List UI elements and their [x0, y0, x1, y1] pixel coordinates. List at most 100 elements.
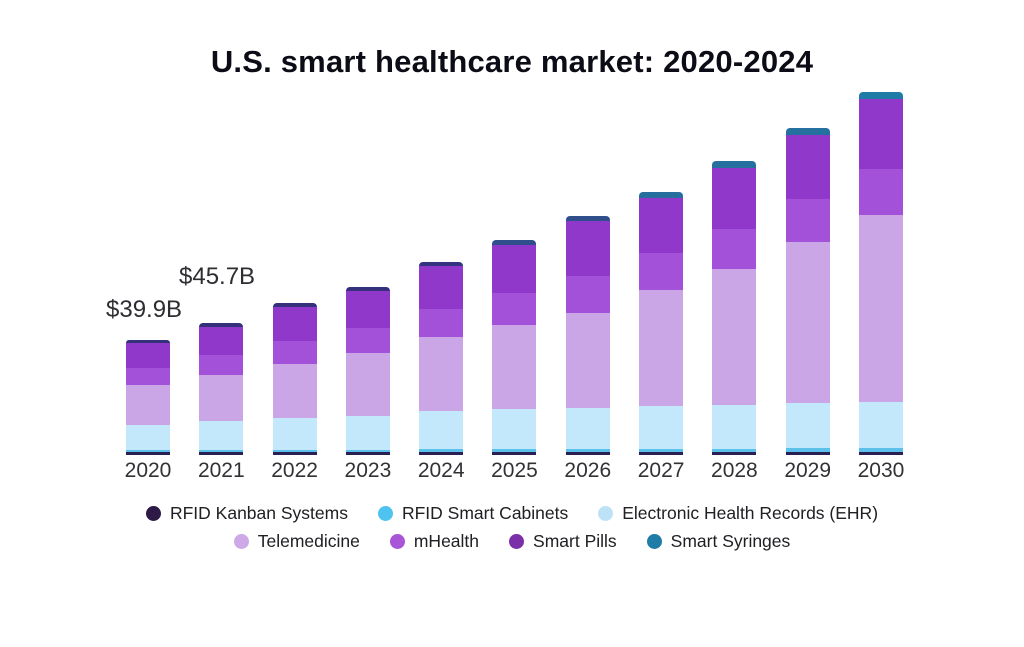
- legend-label-electronic-health-records-ehr: Electronic Health Records (EHR): [622, 503, 879, 523]
- bar-segment-telemedicine: [492, 325, 537, 410]
- bar-segment-smart-syringes: [272, 303, 317, 308]
- chart-title: U.S. smart healthcare market: 2020-2024: [210, 44, 814, 79]
- bar-segment-smart-syringes: [126, 340, 170, 344]
- x-tick-2024: 2024: [417, 459, 465, 482]
- legend-swatch-telemedicine: [233, 534, 249, 549]
- bar-segment-smart-pills: [345, 291, 390, 329]
- bar-segment-mhealth: [492, 293, 537, 326]
- bar-segment-electronic-health-records-ehr: [199, 420, 244, 450]
- bar-segment-telemedicine: [126, 384, 170, 425]
- bar-segment-rfid-kanban-systems: [565, 452, 610, 455]
- bar-segment-smart-syringes: [565, 216, 610, 222]
- legend-swatch-mhealth: [389, 534, 405, 549]
- bar-2021: [199, 323, 244, 455]
- bar-segment-rfid-smart-cabinets: [565, 449, 610, 453]
- bar-2028: [712, 161, 757, 455]
- x-tick-2026: 2026: [564, 459, 612, 482]
- bar-segment-telemedicine: [345, 353, 390, 417]
- bar-segment-smart-syringes: [345, 287, 390, 292]
- bar-segment-electronic-health-records-ehr: [785, 403, 830, 449]
- x-tick-2027: 2027: [637, 459, 685, 482]
- bar-2023: [345, 287, 390, 455]
- bar-segment-mhealth: [712, 228, 757, 270]
- bar-segment-telemedicine: [419, 337, 464, 412]
- bar-segment-smart-pills: [199, 326, 244, 356]
- bar-segment-rfid-kanban-systems: [492, 452, 537, 455]
- total-label-2020: $39.9B: [106, 296, 183, 323]
- bar-segment-electronic-health-records-ehr: [639, 405, 684, 450]
- bar-segment-smart-pills: [492, 245, 537, 294]
- legend-item-rfid-smart-cabinets: RFID Smart Cabinets: [377, 503, 568, 524]
- bar-2022: [272, 303, 317, 455]
- bar-2026: [565, 216, 610, 455]
- bar-2027: [639, 191, 684, 455]
- legend-row-1: RFID Kanban Systems RFID Smart Cabinets El…: [145, 503, 878, 524]
- bar-segment-smart-pills: [785, 134, 830, 200]
- bar-2025: [492, 240, 537, 455]
- bar-segment-rfid-kanban-systems: [272, 452, 317, 455]
- legend-swatch-smart-pills: [509, 534, 525, 549]
- bar-segment-mhealth: [565, 276, 610, 313]
- bar-segment-rfid-smart-cabinets: [712, 448, 757, 453]
- legend-item-electronic-health-records-ehr: Electronic Health Records (EHR): [598, 503, 878, 524]
- bar-segment-rfid-kanban-systems: [345, 452, 390, 455]
- x-tick-2029: 2029: [784, 459, 832, 482]
- bar-segment-rfid-kanban-systems: [419, 452, 464, 455]
- legend-row-2: Telemedicine mHealth Smart Pills Smart Syri…: [233, 531, 791, 552]
- bar-segment-electronic-health-records-ehr: [858, 402, 903, 449]
- bar-segment-rfid-smart-cabinets: [345, 449, 390, 453]
- bar-segment-mhealth: [272, 341, 317, 365]
- bar-segment-smart-pills: [126, 343, 170, 369]
- x-tick-2021: 2021: [197, 459, 245, 482]
- bar-segment-smart-syringes: [785, 127, 830, 135]
- legend-swatch-electronic-health-records-ehr: [598, 506, 614, 521]
- bar-segment-rfid-kanban-systems: [712, 452, 757, 455]
- bar-segment-telemedicine: [858, 214, 903, 403]
- bar-segment-telemedicine: [785, 241, 830, 404]
- bar-segment-mhealth: [639, 252, 684, 290]
- bar-segment-smart-syringes: [858, 91, 903, 99]
- plot-area: [126, 85, 903, 455]
- bar-segment-rfid-kanban-systems: [785, 452, 830, 455]
- legend-item-telemedicine: Telemedicine: [233, 531, 360, 552]
- bar-segment-rfid-smart-cabinets: [492, 449, 537, 453]
- legend-swatch-smart-syringes: [646, 534, 662, 549]
- x-tick-2028: 2028: [711, 459, 758, 482]
- bar-segment-mhealth: [785, 199, 830, 242]
- legend-label-rfid-kanban-systems: RFID Kanban Systems: [169, 503, 348, 523]
- bar-segment-telemedicine: [199, 374, 244, 421]
- legend-swatch-rfid-smart-cabinets: [377, 506, 393, 521]
- bar-segment-electronic-health-records-ehr: [492, 409, 537, 450]
- bar-segment-smart-pills: [565, 221, 610, 277]
- bar-segment-rfid-smart-cabinets: [199, 449, 244, 453]
- bar-segment-rfid-smart-cabinets: [419, 449, 464, 453]
- bar-2024: [419, 261, 464, 455]
- bar-segment-smart-pills: [419, 265, 464, 309]
- bar-segment-rfid-kanban-systems: [858, 452, 903, 455]
- bar-segment-smart-pills: [272, 307, 317, 342]
- bar-2030: [858, 91, 903, 455]
- total-label-2021: $45.7B: [179, 263, 256, 290]
- x-tick-2025: 2025: [491, 459, 538, 482]
- bar-segment-smart-pills: [712, 168, 757, 229]
- x-tick-2020: 2020: [124, 459, 172, 482]
- bar-segment-rfid-smart-cabinets: [126, 449, 170, 453]
- bar-segment-rfid-kanban-systems: [126, 452, 170, 455]
- bar-segment-telemedicine: [639, 289, 684, 406]
- legend-label-smart-syringes: Smart Syringes: [670, 531, 791, 551]
- bar-segment-smart-pills: [639, 197, 684, 253]
- x-tick-2023: 2023: [344, 459, 392, 482]
- legend-item-rfid-kanban-systems: RFID Kanban Systems: [145, 503, 348, 524]
- bar-segment-smart-syringes: [639, 191, 684, 198]
- legend-item-smart-syringes: Smart Syringes: [646, 531, 791, 552]
- legend-item-smart-pills: Smart Pills: [509, 531, 617, 552]
- x-axis-labels: 2020 2021 2022 2023 2024 2025 2026 2027 2028 2029…: [125, 459, 905, 483]
- bar-2029: [785, 127, 830, 455]
- bar-segment-smart-syringes: [199, 323, 244, 327]
- bar-segment-electronic-health-records-ehr: [712, 404, 757, 449]
- bar-2020: [126, 340, 170, 455]
- bar-segment-telemedicine: [565, 312, 610, 408]
- bar-segment-mhealth: [199, 355, 244, 375]
- x-tick-2022: 2022: [271, 459, 318, 482]
